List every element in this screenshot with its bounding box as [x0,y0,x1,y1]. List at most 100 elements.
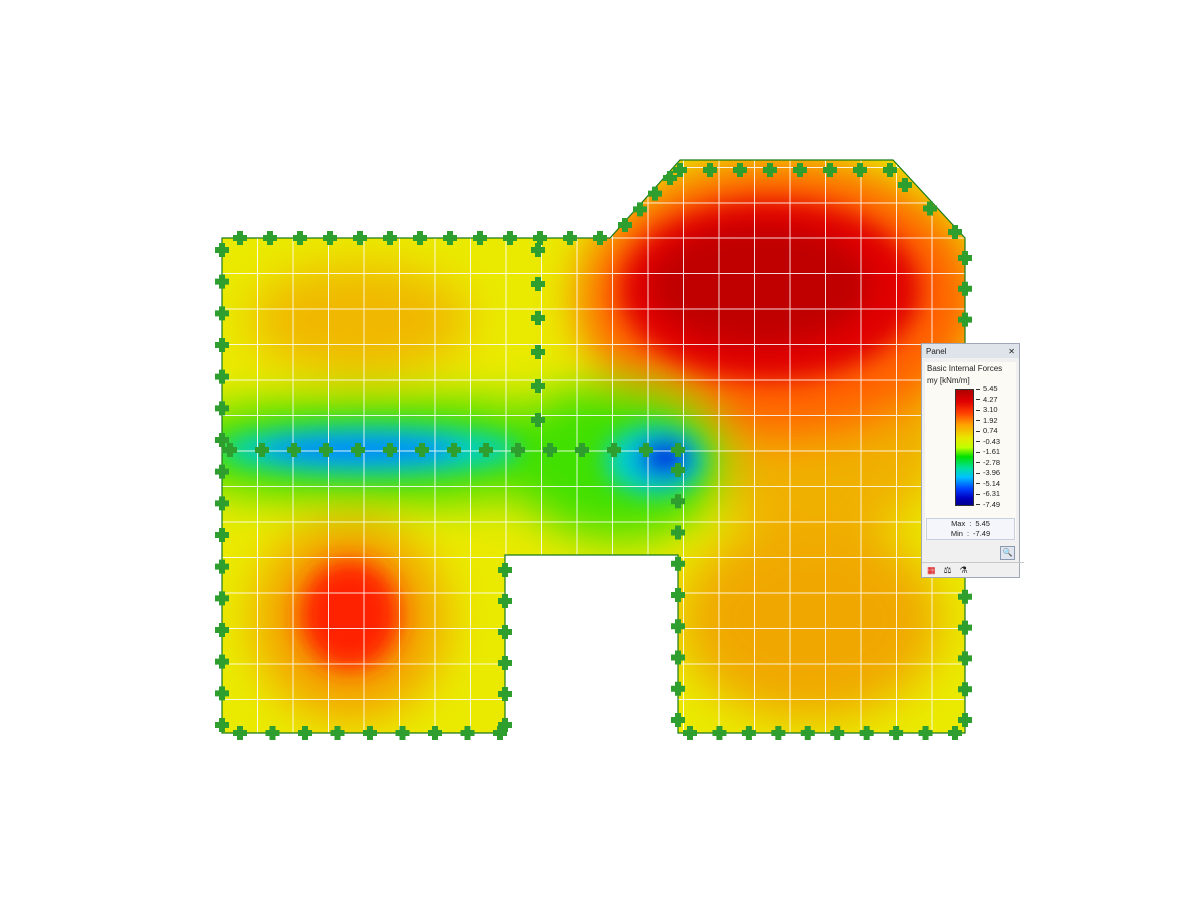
support-icon [263,231,277,245]
color-scale-icon[interactable]: ▦ [927,564,936,575]
support-icon [473,231,487,245]
support-icon [493,726,507,740]
support-icon [771,726,786,740]
support-icon [958,713,972,727]
support-icon [233,231,247,245]
support-icon [479,443,493,457]
support-icon [498,687,512,701]
support-icon [353,231,367,245]
support-icon [563,231,577,245]
support-icon [958,312,972,327]
support-icon [215,686,229,701]
support-icon [639,443,653,457]
support-icon [671,650,685,665]
support-icon [918,726,933,740]
support-icon [215,243,229,257]
support-icon [823,163,837,177]
support-icon [215,718,229,732]
legend-tick: -0.43 [976,437,1016,446]
support-icon [233,726,247,740]
max-label: Max [951,519,966,528]
support-icon [793,163,807,177]
support-icon [712,726,727,740]
support-icon [618,218,632,232]
panel-heading: Basic Internal Forces [927,364,1003,373]
support-icon [293,231,307,245]
support-icon [351,443,365,457]
legend-tick: -1.61 [976,448,1016,456]
support-icon [607,443,621,457]
support-icon [531,277,545,291]
support-icon [948,726,962,740]
support-icon [215,496,229,511]
legend-tick: 5.45 [976,385,1016,393]
support-icon [648,186,662,201]
support-icon [683,726,697,740]
support-icon [671,443,685,457]
support-icon [671,556,685,571]
magnifier-icon[interactable]: 🔍 [1000,546,1015,560]
support-icon [498,656,512,670]
support-icon [859,726,874,740]
support-icon [593,231,607,245]
support-icon [533,231,547,245]
support-icon [215,306,229,321]
support-icon [330,726,345,740]
support-icon [415,443,429,457]
support-icon [671,588,685,602]
support-icon [733,163,747,177]
legend-tick: -6.31 [976,490,1016,498]
support-icon [531,243,545,257]
support-icon [883,163,897,177]
support-icon [319,443,333,457]
support-icon [498,594,512,608]
legend-tick: -3.96 [976,469,1016,477]
support-icon [428,726,442,740]
support-icon [898,178,912,192]
support-icon [215,433,229,447]
support-icon [948,225,962,239]
support-icon [531,413,545,427]
support-icon [511,443,525,457]
support-icon [633,202,647,217]
color-scale-bar [955,389,974,506]
max-value: 5.45 [975,519,990,528]
support-icon [383,443,397,457]
support-icon [215,338,229,352]
legend-tick: -7.49 [976,500,1016,509]
max-min-box: Max:5.45 Min: -7.49 [926,518,1015,540]
support-icon [298,726,312,740]
support-icon [395,726,410,740]
support-icon [958,651,972,666]
microscope-icon[interactable]: ⚗ [959,564,968,575]
balance-icon[interactable]: ⚖ [943,564,952,575]
panel-quantity: my [kNm/m] [927,376,970,385]
support-icon [498,563,512,577]
support-icon [575,443,589,457]
legend-tick: 3.10 [976,406,1016,414]
support-icon [223,443,237,457]
support-icon [215,369,229,384]
support-icon [503,231,517,245]
support-icon [958,620,972,635]
support-icon [498,625,512,639]
support-icon [215,464,229,479]
support-icon [215,401,229,416]
close-icon[interactable]: ✕ [1008,346,1015,356]
support-icon [671,681,685,696]
panel-title: Panel [926,346,947,356]
support-icon [215,591,229,606]
min-label: Min [950,529,963,538]
support-icon [830,726,845,740]
support-icon [800,726,815,740]
panel-titlebar[interactable]: Panel ✕ [922,344,1019,358]
support-icon [447,443,461,457]
support-icon [215,559,229,574]
support-icon [498,718,512,732]
support-icon [531,345,545,359]
support-icon [958,682,972,697]
support-icon [663,171,677,185]
support-icon [531,379,545,393]
